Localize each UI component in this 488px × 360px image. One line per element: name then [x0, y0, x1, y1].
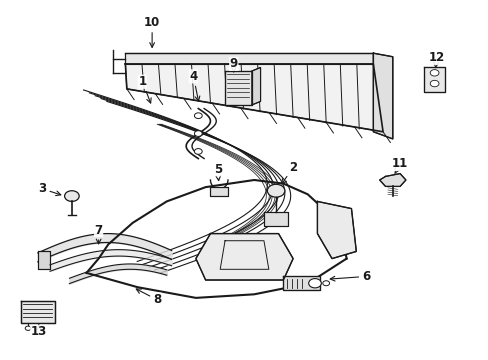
Polygon shape [125, 53, 372, 64]
Text: 4: 4 [189, 70, 200, 101]
Text: 8: 8 [136, 289, 161, 306]
Text: 12: 12 [427, 51, 444, 68]
Polygon shape [317, 202, 356, 258]
Polygon shape [372, 53, 392, 139]
Text: 7: 7 [94, 224, 102, 244]
Circle shape [194, 113, 202, 118]
Circle shape [194, 149, 202, 154]
Text: 5: 5 [213, 163, 222, 181]
Circle shape [308, 279, 321, 288]
Polygon shape [210, 187, 227, 196]
Text: 3: 3 [39, 183, 61, 195]
Text: 11: 11 [391, 157, 407, 174]
Circle shape [322, 281, 329, 286]
Polygon shape [21, 301, 55, 323]
Circle shape [194, 131, 202, 136]
Polygon shape [283, 276, 319, 290]
Polygon shape [224, 71, 251, 105]
Polygon shape [251, 67, 260, 105]
Circle shape [25, 326, 31, 330]
Polygon shape [379, 174, 405, 186]
Polygon shape [38, 251, 50, 269]
Polygon shape [424, 67, 444, 92]
Text: 10: 10 [143, 16, 160, 48]
Text: 6: 6 [329, 270, 369, 283]
Circle shape [64, 191, 79, 202]
Circle shape [429, 69, 438, 76]
Text: 2: 2 [281, 161, 297, 184]
Polygon shape [264, 212, 287, 226]
Polygon shape [125, 64, 382, 132]
Text: 13: 13 [31, 325, 47, 338]
Polygon shape [196, 234, 292, 280]
Text: 9: 9 [229, 57, 238, 72]
Circle shape [429, 80, 438, 87]
Text: 1: 1 [138, 75, 151, 103]
Circle shape [267, 184, 285, 197]
